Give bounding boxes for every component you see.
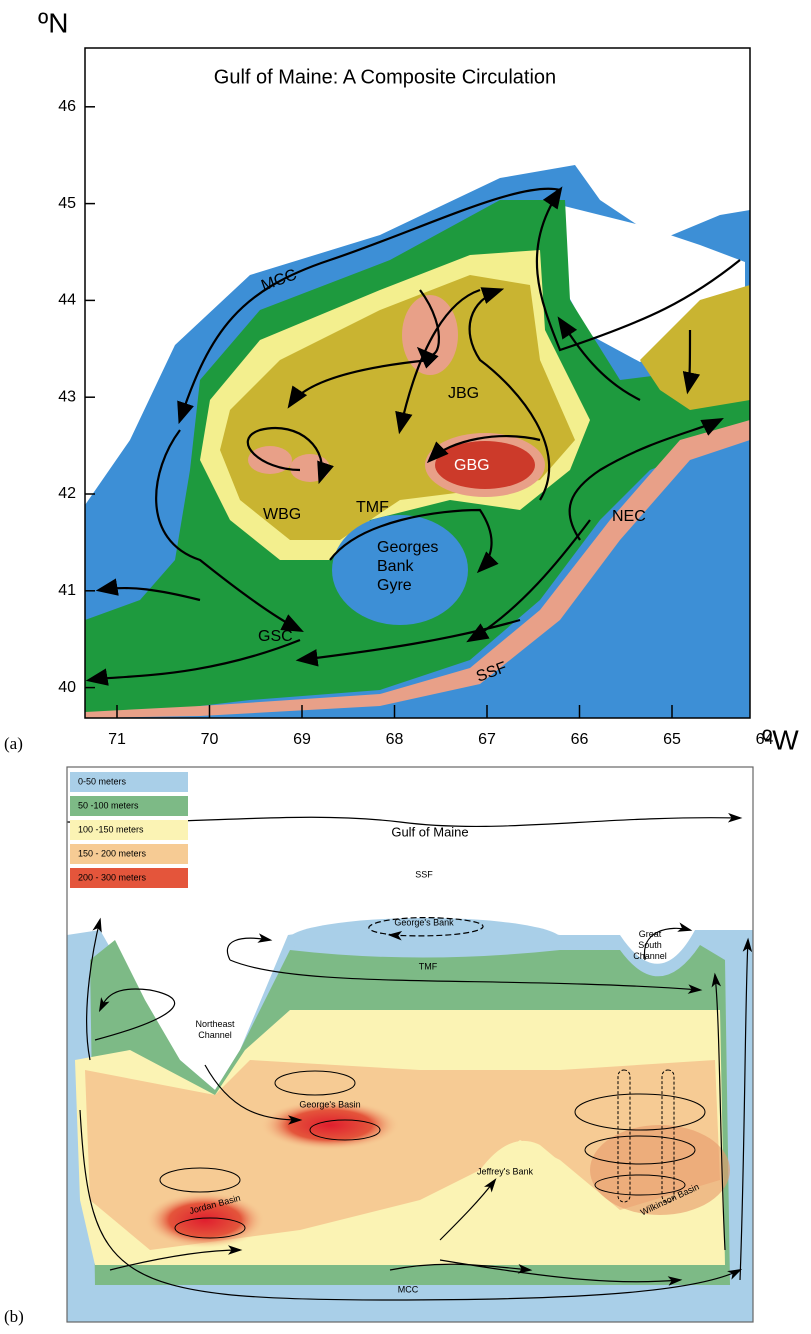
lon-tick-label: 69 xyxy=(293,731,311,748)
panel-a-map xyxy=(85,48,750,718)
panel-label: (a) xyxy=(4,734,23,753)
figure: ºN ºW (a) Gulf of Maine: A Composite Cir… xyxy=(0,0,811,1329)
lon-tick-label: 71 xyxy=(108,731,126,748)
line: Channel xyxy=(633,951,667,961)
label-ssf: SSF xyxy=(415,869,433,879)
label-wbg: WBG xyxy=(263,506,301,523)
line: Bank xyxy=(377,558,414,575)
legend: 0-50 meters 50 -100 meters 100 -150 meters… xyxy=(70,772,188,888)
label-jeffreys-bank: Jeffrey's Bank xyxy=(477,1166,534,1176)
legend-label: 0-50 meters xyxy=(78,776,127,786)
lat-tick-label: 45 xyxy=(58,195,76,212)
lon-tick-label: 68 xyxy=(386,731,404,748)
line: Northeast xyxy=(195,1019,235,1029)
label-mcc: MCC xyxy=(398,1284,419,1294)
map-title: Gulf of Maine: A Composite Circulation xyxy=(214,66,556,88)
line: Channel xyxy=(198,1030,232,1040)
label-tmf: TMF xyxy=(356,499,389,516)
label-georges-bank: George's Bank xyxy=(394,917,454,927)
lon-tick-label: 67 xyxy=(478,731,496,748)
lon-tick-label: 65 xyxy=(663,731,681,748)
legend-label: 50 -100 meters xyxy=(78,800,139,810)
line: South xyxy=(638,940,662,950)
lon-tick-label: 66 xyxy=(571,731,589,748)
line: Gyre xyxy=(377,577,412,594)
lat-tick-label: 41 xyxy=(58,582,76,599)
label-georges-basin: George's Basin xyxy=(299,1099,360,1109)
legend-label: 100 -150 meters xyxy=(78,824,144,834)
lat-tick-label: 43 xyxy=(58,388,76,405)
lat-unit: ºN xyxy=(38,7,68,38)
line: Great xyxy=(639,929,662,939)
label-jbg: JBG xyxy=(448,385,479,402)
lat-tick-label: 46 xyxy=(58,98,76,115)
lon-tick-label: 64 xyxy=(756,731,774,748)
label-gsc: GSC xyxy=(258,628,293,645)
lat-tick-label: 44 xyxy=(58,292,76,309)
label-nec: NEC xyxy=(612,508,646,525)
lon-tick-label: 70 xyxy=(201,731,219,748)
label-tmf: TMF xyxy=(419,961,438,971)
lat-tick-label: 40 xyxy=(58,679,76,696)
legend-label: 150 - 200 meters xyxy=(78,848,147,858)
line: Georges xyxy=(377,539,438,556)
map-title: Gulf of Maine xyxy=(391,824,468,839)
panel-label: (b) xyxy=(4,1307,24,1326)
lat-tick-label: 42 xyxy=(58,485,76,502)
label-gbg: GBG xyxy=(454,457,490,474)
legend-label: 200 - 300 meters xyxy=(78,872,147,882)
